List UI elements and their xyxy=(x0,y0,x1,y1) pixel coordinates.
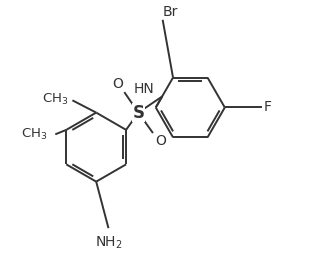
Text: NH$_2$: NH$_2$ xyxy=(95,235,122,251)
Text: HN: HN xyxy=(134,82,155,96)
Text: Br: Br xyxy=(163,4,178,19)
Text: S: S xyxy=(132,104,144,122)
Text: F: F xyxy=(263,100,271,115)
Text: CH$_3$: CH$_3$ xyxy=(42,92,69,106)
Text: O: O xyxy=(155,134,166,148)
Text: O: O xyxy=(112,77,123,91)
Text: CH$_3$: CH$_3$ xyxy=(21,127,48,142)
